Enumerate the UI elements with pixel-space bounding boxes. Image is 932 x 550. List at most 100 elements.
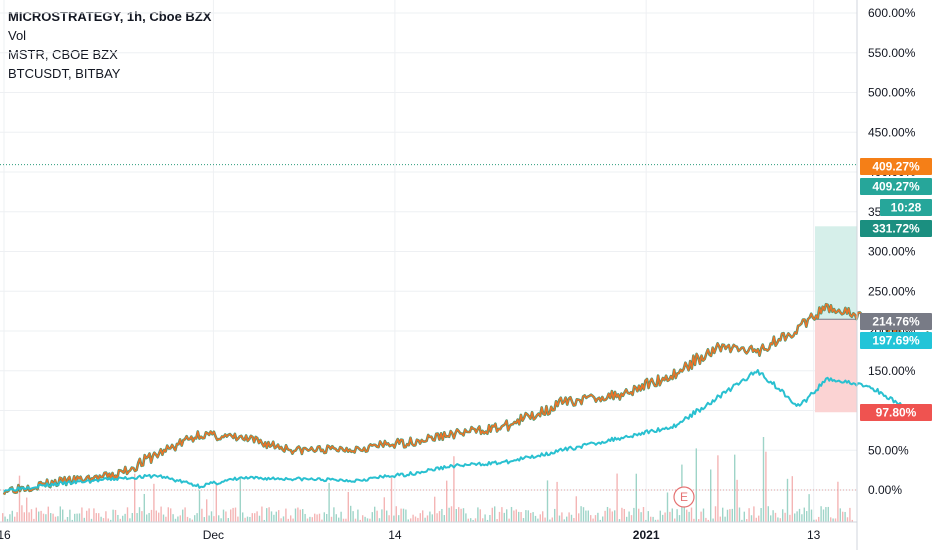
volume-bar xyxy=(580,506,582,522)
volume-bar xyxy=(705,517,707,522)
y-axis-ticks: 600.00%550.00%500.00%450.00%400.00%350.0… xyxy=(868,6,916,497)
volume-bar xyxy=(196,513,198,522)
volume-bar xyxy=(638,508,640,522)
volume-bar xyxy=(626,516,628,522)
volume-bar xyxy=(270,511,273,522)
volume-bar xyxy=(822,509,825,522)
volume-bar xyxy=(484,514,486,522)
volume-bar xyxy=(614,510,616,522)
volume-bar xyxy=(38,511,40,522)
volume-bar xyxy=(594,515,597,522)
volume-bar xyxy=(393,515,395,522)
legend-vol: Vol xyxy=(8,28,27,43)
volume-bar xyxy=(772,510,774,522)
y-tick-label: 150.00% xyxy=(868,364,916,378)
volume-bar xyxy=(256,511,258,522)
volume-bar xyxy=(426,515,429,522)
volume-bar xyxy=(604,510,606,522)
x-tick-label: 16 xyxy=(0,528,11,542)
volume-bar xyxy=(62,509,64,522)
volume-bar xyxy=(318,513,321,522)
volume-bar xyxy=(645,519,647,522)
volume-bar xyxy=(825,507,827,522)
x-tick-label: 2021 xyxy=(633,528,660,542)
volume-bar xyxy=(498,511,501,522)
volume-bar xyxy=(201,508,203,522)
price-tag-target: 331.72% xyxy=(872,222,920,236)
volume-bar xyxy=(263,519,265,522)
volume-bar xyxy=(383,497,385,522)
volume-bar xyxy=(688,511,690,522)
price-tag-bg xyxy=(860,178,932,195)
volume-bar xyxy=(561,512,563,522)
volume-bar xyxy=(119,518,121,522)
volume-bar xyxy=(513,510,515,522)
volume-bar xyxy=(170,508,172,522)
volume-bar xyxy=(28,512,30,522)
volume-bar xyxy=(78,513,81,522)
volume-bar xyxy=(599,519,601,522)
volume-bar xyxy=(287,518,289,522)
volume-bar xyxy=(762,437,765,522)
volume-bar xyxy=(683,506,685,522)
volume-bar xyxy=(446,480,448,522)
volume-bar xyxy=(647,511,649,522)
volume-bar xyxy=(21,505,23,522)
volume-bar xyxy=(155,510,157,522)
volume-bar xyxy=(592,518,594,522)
volume-bar xyxy=(522,518,525,522)
volume-bar xyxy=(357,509,359,522)
volume-bar xyxy=(573,518,575,522)
volume-bar xyxy=(630,515,633,522)
volume-bar xyxy=(724,516,726,522)
volume-bar xyxy=(110,519,112,522)
volume-bar xyxy=(702,508,705,522)
volume-bar xyxy=(659,510,661,522)
volume-bar xyxy=(753,506,755,522)
volume-bar xyxy=(299,509,301,522)
volume-bar xyxy=(654,519,657,522)
volume-bar xyxy=(455,508,457,522)
volume-bar xyxy=(698,519,700,522)
volume-bar xyxy=(508,518,510,522)
volume-bar xyxy=(844,511,846,522)
volume-bar xyxy=(633,507,635,522)
price-tags: 409.27% 409.27% 10:28 331.72% 214.76% 197.69%… xyxy=(860,158,932,421)
volume-bar xyxy=(794,513,796,522)
volume-bar xyxy=(470,518,472,522)
volume-bar xyxy=(518,511,520,522)
volume-bar xyxy=(837,481,839,522)
volume-bar xyxy=(4,516,6,522)
volume-bar xyxy=(726,509,729,522)
volume-bar xyxy=(244,517,246,522)
volume-bar xyxy=(474,518,477,522)
volume-bar xyxy=(198,490,201,522)
x-tick-label: 13 xyxy=(807,528,821,542)
volume-bar xyxy=(302,509,304,522)
volume-bar xyxy=(438,511,441,522)
volume-bar xyxy=(467,518,469,522)
volume-bar xyxy=(657,519,659,522)
volume-bar xyxy=(458,507,460,522)
volume-bar xyxy=(786,478,789,522)
volume-bar xyxy=(225,511,227,522)
volume-bar xyxy=(158,512,160,522)
volume-bar xyxy=(11,510,13,522)
volume-bar xyxy=(462,508,465,522)
volume-bar xyxy=(803,507,805,522)
volume-bar xyxy=(150,509,153,522)
volume-bar xyxy=(64,519,66,522)
volume-bar xyxy=(268,507,270,522)
volume-bar xyxy=(796,511,798,522)
volume-bar xyxy=(136,513,138,522)
volume-bar xyxy=(222,509,225,522)
volume-bar xyxy=(669,511,671,522)
volume-bar xyxy=(340,511,342,522)
volume-bar xyxy=(330,516,333,522)
volume-bar xyxy=(549,519,551,522)
volume-bar xyxy=(618,519,621,522)
volume-bar xyxy=(143,493,145,522)
volume-bar xyxy=(345,518,347,522)
volume-bar xyxy=(309,516,311,522)
